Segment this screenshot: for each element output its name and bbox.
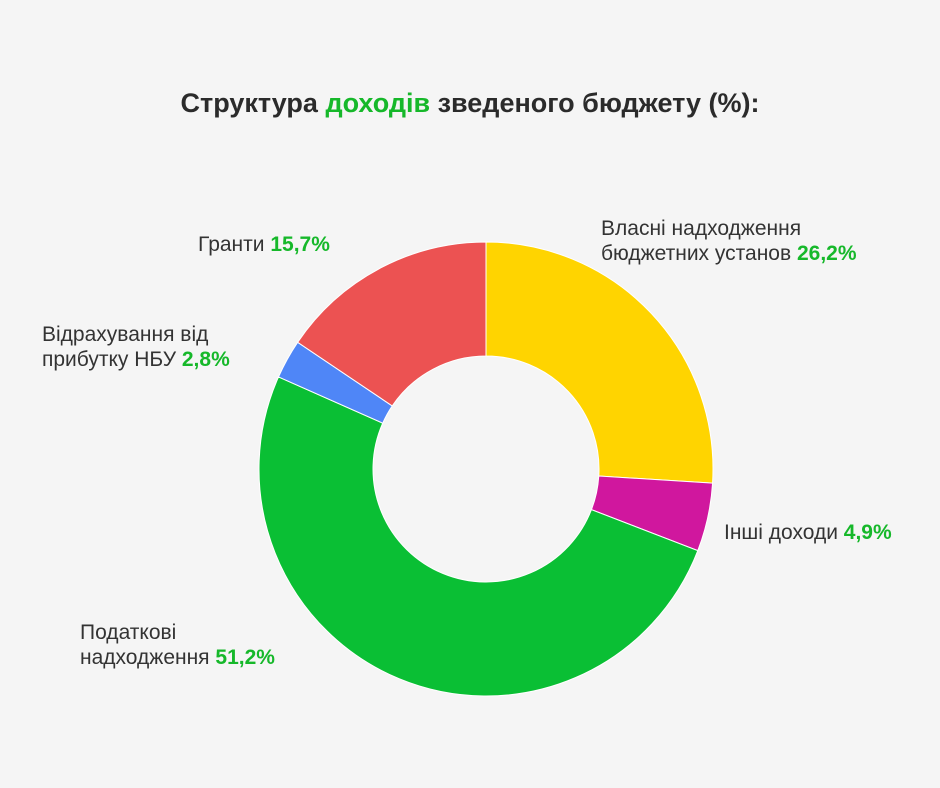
slice-podatkovi <box>258 376 699 697</box>
label-nbu: Відрахування від прибутку НБУ 2,8% <box>42 322 230 372</box>
slice-vlasni <box>485 241 714 484</box>
title-part-2: зведеного бюджету (%): <box>430 88 760 118</box>
label-granty: Гранти 15,7% <box>198 232 330 257</box>
label-inshi-line-1: Інші доходи <box>724 521 838 544</box>
label-podatkovi-line-1: Податкові <box>80 621 177 644</box>
donut-slices <box>258 241 714 697</box>
label-vlasni-line-2: бюджетних установ <box>601 242 792 265</box>
label-vlasni-value: 26,2% <box>796 242 857 265</box>
label-podatkovi-value: 51,2% <box>215 646 275 669</box>
label-podatkovi-line-2: надходження <box>80 646 210 669</box>
label-granty-line-1: Гранти <box>198 233 265 256</box>
label-nbu-line-1: Відрахування від <box>42 323 209 346</box>
slice-granty <box>296 241 487 407</box>
title-accent: доходів <box>325 88 431 118</box>
title-part-1: Структура <box>180 88 326 118</box>
label-vlasni-line-1: Власні надходження <box>601 217 802 240</box>
label-vlasni: Власні надходження бюджетних установ 26,… <box>601 216 857 266</box>
label-nbu-line-2: прибутку НБУ <box>42 348 177 371</box>
label-podatkovi: Податкові надходження 51,2% <box>80 620 275 670</box>
label-nbu-value: 2,8% <box>181 348 230 371</box>
label-inshi: Інші доходи 4,9% <box>724 520 892 545</box>
label-granty-value: 15,7% <box>270 233 330 256</box>
label-inshi-value: 4,9% <box>843 521 892 544</box>
chart-title: Структура доходів зведеного бюджету (%): <box>0 88 940 119</box>
